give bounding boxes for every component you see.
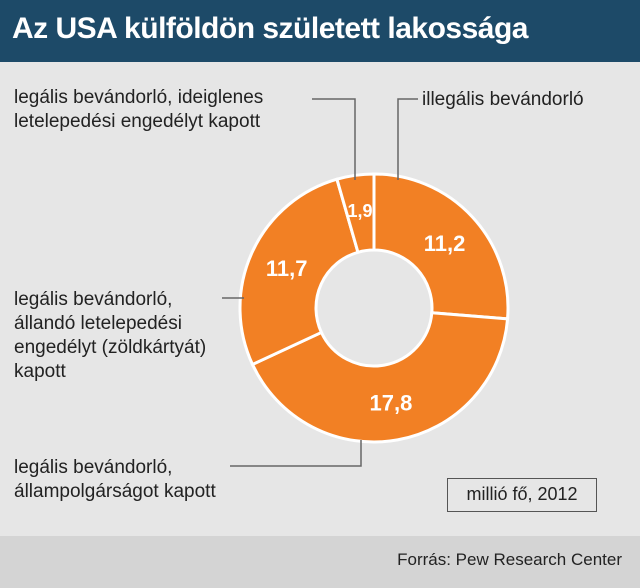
slices-layer [238, 172, 510, 444]
slice-greencard [238, 177, 360, 367]
leader-line-citizen [230, 440, 362, 467]
footer-bar: Forrás: Pew Research Center [0, 536, 640, 588]
leader-lines-layer [222, 98, 418, 467]
slice-temporary [335, 172, 376, 255]
value-label-illegal: 11,2 [424, 231, 466, 256]
label-temporary: legális bevándorló, ideiglenes leteleped… [14, 87, 264, 132]
chart-area: 11,2 17,8 11,7 1,9 legális bevándorló, idei… [0, 62, 640, 536]
slice-illegal [372, 172, 510, 321]
value-labels-layer: 11,2 17,8 11,7 1,9 [266, 201, 466, 416]
label-greencard: legális bevándorló, állandó letelepedési… [14, 289, 207, 382]
leader-line-illegal [397, 98, 418, 180]
value-label-citizen: 17,8 [369, 391, 412, 416]
donut-chart: 11,2 17,8 11,7 1,9 [222, 98, 510, 467]
value-label-temporary: 1,9 [348, 201, 373, 221]
label-illegal: illegális bevándorló [422, 89, 584, 110]
unit-note: millió fő, 2012 [447, 478, 597, 512]
header-bar: Az USA külföldön született lakossága [0, 0, 640, 62]
leader-line-temporary [312, 98, 356, 180]
label-citizen: legális bevándorló, állampolgárságot kap… [14, 457, 216, 502]
source-note: Forrás: Pew Research Center [397, 550, 622, 569]
slice-citizen [250, 311, 510, 444]
value-label-greencard: 11,7 [266, 256, 308, 281]
chart-title: Az USA külföldön született lakossága [12, 12, 528, 45]
